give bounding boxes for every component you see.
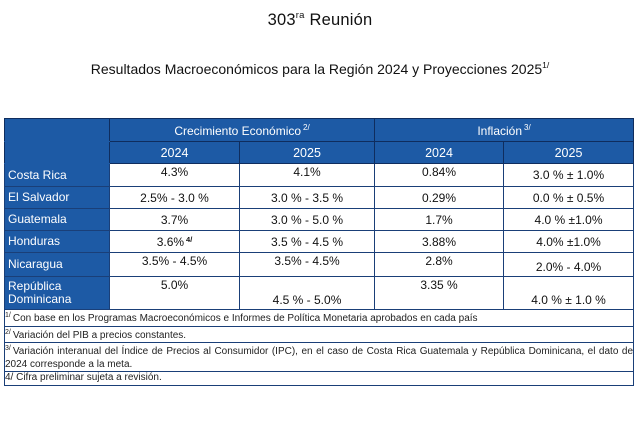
footnote-1: 1/Con base en los Programas Macroeconómi… [3,309,635,327]
table-row-el-salvador: El Salvador 2.5% - 3.0 % 3.0 % - 3.5 % 0… [4,186,635,209]
header-year-growth-2025: 2025 [238,141,376,164]
header-year-inflation-2025: 2025 [503,141,635,164]
footnote-2: 2/Variación del PIB a precios constantes… [3,325,635,343]
inflation-2025-value: 2.0% - 4.0% [503,252,635,277]
growth-2024-value: 5.0% [109,276,240,310]
table-header-groups: Crecimiento Económico 2/ Inflación 3/ [4,118,635,142]
table-header-years: 2024 2025 2024 2025 [4,141,635,164]
growth-2025-value: 4.1% [238,163,376,187]
header-group-inflation: Inflación 3/ [374,118,635,142]
meeting-title: 303ra Reunión [0,10,640,30]
macro-results-table: Crecimiento Económico 2/ Inflación 3/ 2024… [3,118,635,386]
growth-2025-value: 3.0 % - 5.0 % [238,208,376,231]
report-title-text: Resultados Macroeconómicos para la Regió… [90,61,543,77]
inflation-2024-value: 0.84% [374,163,505,187]
inflation-2024-value: 3.35 % [374,276,505,310]
footnote-text: Variación interanual del Índice de Preci… [5,346,634,370]
inflation-2025-value: 4.0 % ±1.0% [503,208,635,231]
footnote-text: Con base en los Programas Macroeconómico… [12,313,478,324]
table-row-costa-rica: Costa Rica 4.3% 4.1% 0.84% 3.0 % ± 1.0% [4,163,635,187]
inflation-2024-value: 0.29% [374,186,505,209]
table-row-honduras: Honduras 3.6% 4/ 3.5 % - 4.5 % 3.88% 4.0%… [4,230,635,253]
footnote-cell: 2/Variación del PIB a precios constantes… [3,325,635,343]
header-year-inflation-2024: 2024 [374,141,505,164]
inflation-2024-value: 1.7% [374,208,505,231]
country-name: Guatemala [4,208,110,231]
table-row-republica-dominicana: República Dominicana 5.0% 4.5 % - 5.0% 3… [4,276,635,310]
growth-2024-footnote-mark: 4/ [186,234,193,244]
growth-2024-value: 3.5% - 4.5% [109,252,240,277]
growth-2025-value: 3.5% - 4.5% [238,252,376,277]
footnote-mark: 1/ [5,312,11,319]
inflation-2025-value: 0.0 % ± 0.5% [503,186,635,209]
country-name: Nicaragua [4,252,110,277]
meeting-number-suffix: ra [295,10,305,21]
footnote-4: 4/ Cifra preliminar sujeta a revisión. [3,371,635,386]
country-name: República Dominicana [4,276,110,310]
report-title: Resultados Macroeconómicos para la Regió… [0,60,640,77]
growth-2024-cell: 3.6% 4/ [109,230,240,253]
meeting-number: 303 [267,11,296,29]
header-group-footnote-mark: 2/ [303,122,310,132]
growth-2024-value: 2.5% - 3.0 % [109,186,240,209]
report-title-footnote-mark: 1/ [542,60,550,70]
header-group-footnote-mark: 3/ [524,122,531,132]
growth-2024-value: 3.6% [156,234,185,249]
country-name: Costa Rica [4,163,110,187]
growth-2025-value: 3.5 % - 4.5 % [238,230,376,253]
meeting-label: Reunión [309,11,373,29]
inflation-2025-value: 4.0 % ± 1.0 % [503,276,635,310]
country-name: Honduras [4,230,110,253]
inflation-2024-value: 3.88% [374,230,505,253]
inflation-2025-value: 3.0 % ± 1.0% [503,163,635,187]
growth-2025-value: 4.5 % - 5.0% [238,276,376,310]
growth-2024-value: 3.7% [109,208,240,231]
footnote-3: 3/Variación interanual del Índice de Pre… [3,342,635,372]
country-name: El Salvador [4,186,110,209]
footnote-text: Variación del PIB a precios constantes. [12,329,187,341]
footnote-mark: 2/ [5,328,11,336]
inflation-2025-value: 4.0% ±1.0% [503,230,635,253]
footnote-mark: 3/ [5,345,11,352]
growth-2024-value: 4.3% [109,163,240,187]
header-group-label: Inflación [477,123,523,138]
header-corner-cell [4,118,110,142]
header-corner-cell [4,141,110,164]
footnote-cell: 1/Con base en los Programas Macroeconómi… [3,309,635,327]
growth-2025-value: 3.0 % - 3.5 % [238,186,376,209]
header-group-growth: Crecimiento Económico 2/ [108,118,376,142]
table-row-guatemala: Guatemala 3.7% 3.0 % - 5.0 % 1.7% 4.0 % … [4,208,635,231]
footnote-text: 4/ Cifra preliminar sujeta a revisión. [5,372,162,383]
header-group-label: Crecimiento Económico [174,123,302,138]
inflation-2024-value: 2.8% [374,252,505,277]
header-year-growth-2024: 2024 [109,141,240,164]
table-row-nicaragua: Nicaragua 3.5% - 4.5% 3.5% - 4.5% 2.8% 2… [4,252,635,277]
footnote-cell: 3/Variación interanual del Índice de Pre… [3,342,635,372]
footnote-cell: 4/ Cifra preliminar sujeta a revisión. [3,371,635,386]
